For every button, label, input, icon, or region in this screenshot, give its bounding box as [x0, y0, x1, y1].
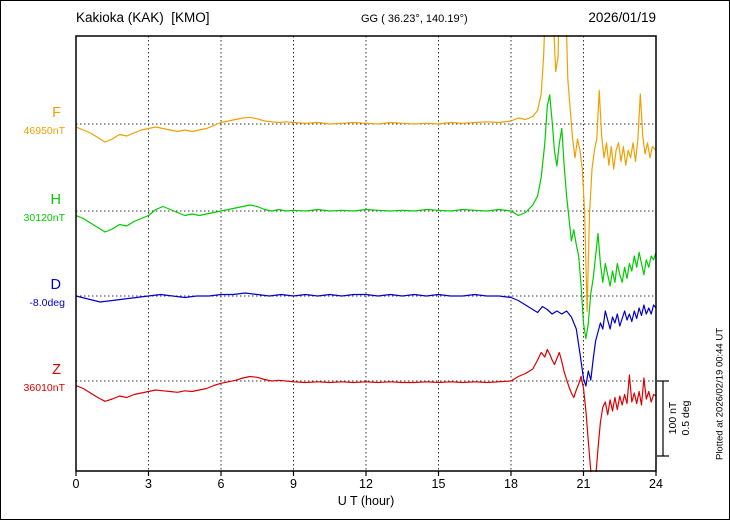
- scale-bar-label: 100 nT 0.5 deg: [667, 400, 693, 435]
- trace-baseline-value-D: -8.0deg: [29, 297, 65, 309]
- date-label: 2026/01/19: [588, 10, 656, 25]
- station-title: Kakioka (KAK) [KMO]: [76, 10, 210, 25]
- scale-deg-label: 0.5 deg: [680, 400, 692, 436]
- x-axis-label: U T (hour): [337, 494, 395, 508]
- scale-nt-label: 100 nT: [666, 401, 679, 435]
- gg-coordinates: GG ( 36.23°, 140.19°): [361, 13, 468, 25]
- trace-baseline-value-H: 30120nT: [23, 212, 65, 224]
- trace-letter-D: D: [50, 277, 61, 293]
- trace-baseline-value-Z: 36010nT: [23, 382, 65, 394]
- plotted-timestamp: Plotted at 2026/02/19 00:44 UT: [714, 327, 726, 461]
- trace-letter-Z: Z: [52, 362, 61, 378]
- trace-letter-H: H: [50, 192, 61, 208]
- trace-baseline-value-F: 46950nT: [23, 125, 65, 137]
- trace-letter-F: F: [52, 105, 61, 121]
